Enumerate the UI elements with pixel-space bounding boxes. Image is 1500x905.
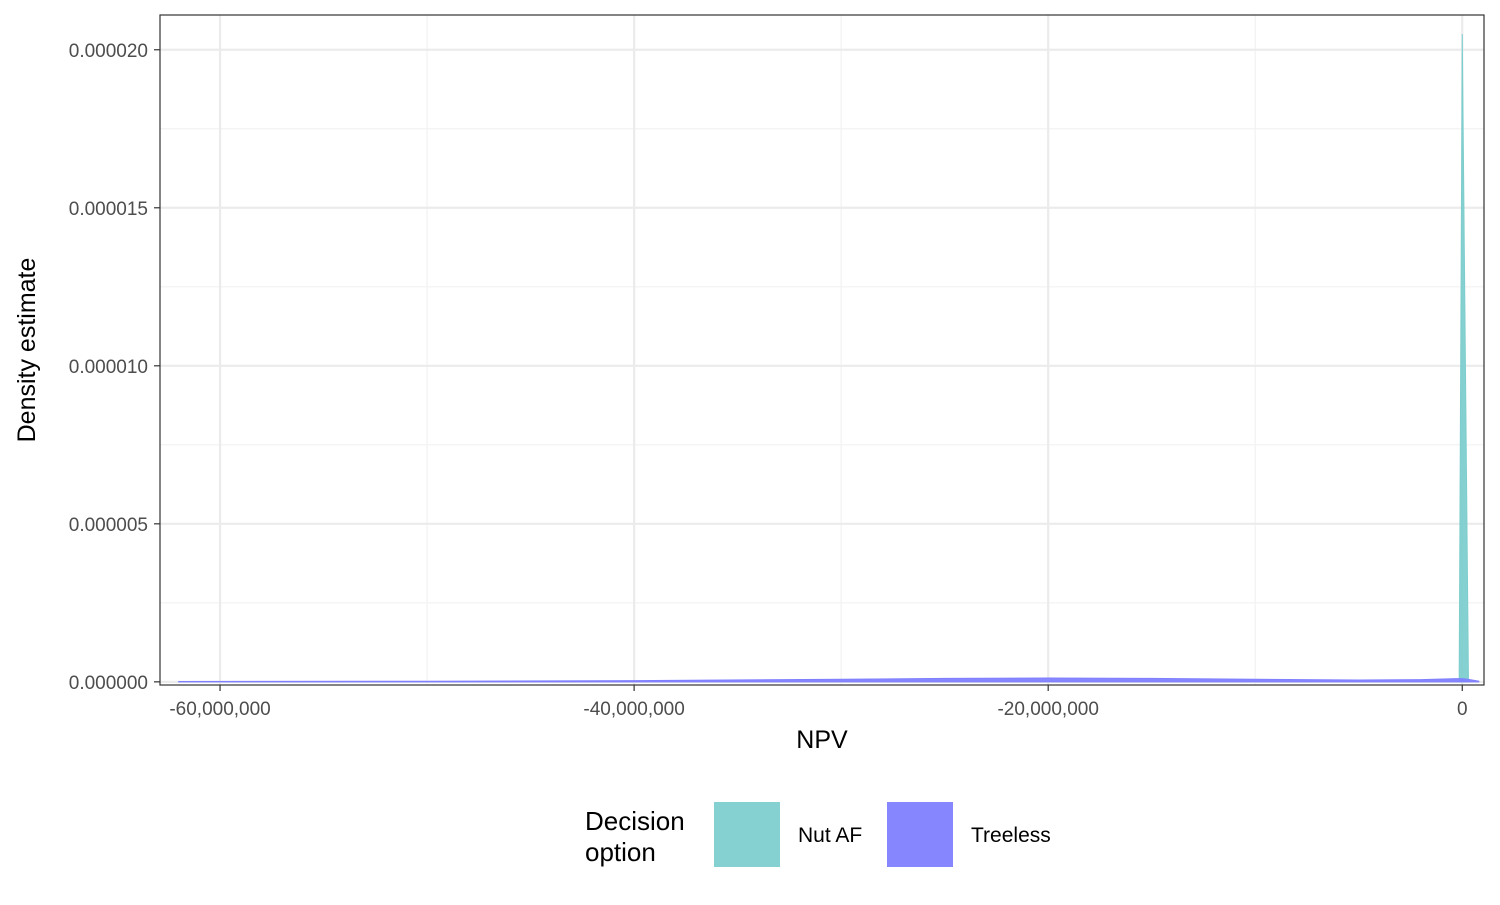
y-tick-label: 0.000000 [69,673,148,694]
legend-item-label: Nut AF [798,824,862,847]
series-layer [178,33,1480,683]
y-tick-label: 0.000005 [69,515,148,536]
legend-title-line: Decision [585,806,685,836]
x-tick-label: -60,000,000 [169,699,270,720]
y-tick-label: 0.000015 [69,199,148,220]
legend-item-label: Treeless [971,824,1051,847]
legend-key-swatch [887,802,953,867]
panel-border [159,14,1485,686]
legend-key-swatch [714,802,780,867]
x-tick-label: -40,000,000 [583,699,684,720]
x-tick-label: -20,000,000 [997,699,1098,720]
axis-layer: -60,000,000 -40,000,000 -20,000,000 0 0.0000… [69,41,1468,720]
y-tick-label: 0.000010 [69,357,148,378]
legend-title-line: option [585,837,656,867]
x-tick-label: 0 [1457,699,1468,720]
y-tick-label: 0.000020 [69,41,148,62]
x-axis-title: NPV [796,726,848,754]
density-area-treeless [178,677,1480,683]
y-axis-title: Density estimate [13,258,41,443]
